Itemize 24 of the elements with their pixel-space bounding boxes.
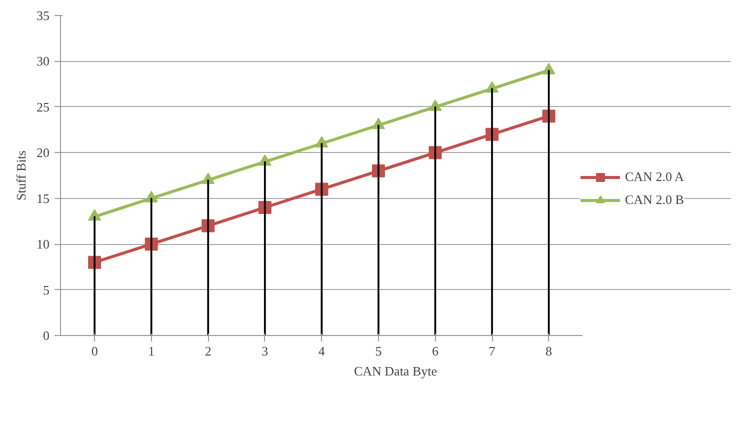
y-tick-label: 5 [43, 282, 50, 298]
y-tick-label: 0 [43, 328, 50, 343]
point [428, 100, 442, 111]
x-tick-label: 8 [546, 344, 552, 358]
x-tick-label: 0 [91, 344, 98, 358]
x-tick-label: 4 [318, 344, 326, 358]
x-tick-label: 5 [375, 344, 382, 358]
point [315, 136, 328, 148]
x-tick-label: 6 [432, 344, 439, 358]
y-tick-label: 20 [36, 145, 50, 160]
legend-label: CAN 2.0 A [625, 169, 684, 185]
y-tick-label: 25 [36, 99, 50, 114]
x-axis-title: CAN Data Byte [354, 364, 438, 378]
legend-label: CAN 2.0 B [625, 192, 684, 208]
y-tick-label: 10 [36, 236, 50, 252]
x-tick-label: 2 [204, 344, 212, 358]
x-tick-label: 1 [148, 344, 155, 358]
x-tick-label: 3 [262, 344, 268, 358]
y-tick-label: 35 [36, 8, 50, 23]
x-tick-label: 7 [488, 344, 496, 358]
point [542, 62, 556, 74]
y-axis-title: Stuff Bits [14, 150, 28, 200]
y-tick-label: 30 [36, 54, 50, 69]
y-tick-label: 15 [36, 190, 50, 206]
